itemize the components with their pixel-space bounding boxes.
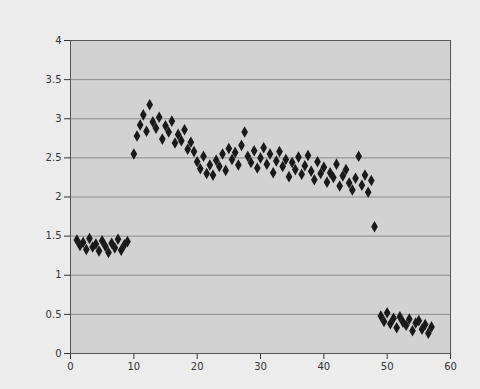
svg-text:0: 0 — [55, 348, 61, 359]
svg-text:40: 40 — [317, 361, 330, 372]
svg-text:0.5: 0.5 — [46, 309, 62, 320]
svg-text:3.5: 3.5 — [46, 74, 62, 85]
svg-text:2.5: 2.5 — [46, 152, 62, 163]
svg-text:2: 2 — [55, 191, 61, 202]
svg-text:1.5: 1.5 — [46, 230, 62, 241]
svg-text:1: 1 — [55, 269, 61, 280]
svg-text:30: 30 — [254, 361, 267, 372]
svg-text:10: 10 — [127, 361, 140, 372]
svg-text:60: 60 — [444, 361, 457, 372]
svg-text:50: 50 — [381, 361, 394, 372]
svg-text:20: 20 — [191, 361, 204, 372]
svg-text:0: 0 — [67, 361, 73, 372]
svg-text:3: 3 — [55, 113, 61, 124]
svg-text:4: 4 — [55, 35, 61, 46]
